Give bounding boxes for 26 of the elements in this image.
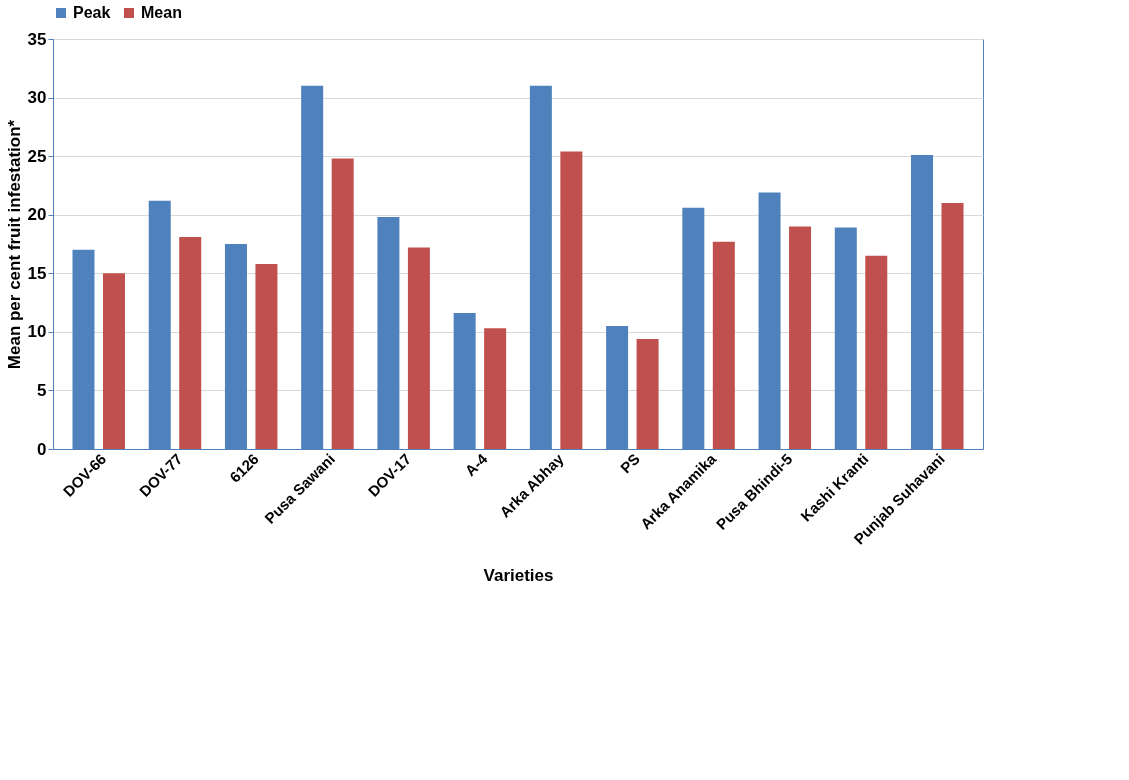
y-tick-label: 15	[27, 263, 47, 283]
y-axis-title: Mean per cent fruit infestation*	[4, 119, 24, 370]
legend-label: Peak	[73, 4, 111, 21]
y-tick-label: 30	[27, 88, 47, 108]
y-tick-label: 20	[27, 205, 47, 225]
x-axis-title: Varieties	[483, 565, 554, 585]
y-tick-label: 35	[27, 29, 47, 49]
bar	[331, 158, 354, 449]
x-tick-label: PS	[616, 450, 643, 477]
bar	[636, 338, 659, 449]
y-tick-label: 25	[27, 146, 47, 166]
bar	[560, 151, 583, 449]
bar	[712, 241, 735, 449]
bar	[102, 273, 125, 449]
bar	[941, 203, 964, 449]
bar	[255, 263, 278, 449]
y-tick-label: 10	[27, 322, 47, 342]
bar	[789, 226, 812, 449]
y-tick-label: 0	[37, 439, 47, 459]
legend-label: Mean	[141, 4, 182, 21]
bar	[865, 255, 888, 449]
bar	[484, 328, 507, 449]
x-tick-label: A-4	[461, 449, 491, 480]
bar	[407, 247, 430, 449]
bar	[179, 236, 202, 449]
y-tick-label: 5	[37, 380, 47, 400]
